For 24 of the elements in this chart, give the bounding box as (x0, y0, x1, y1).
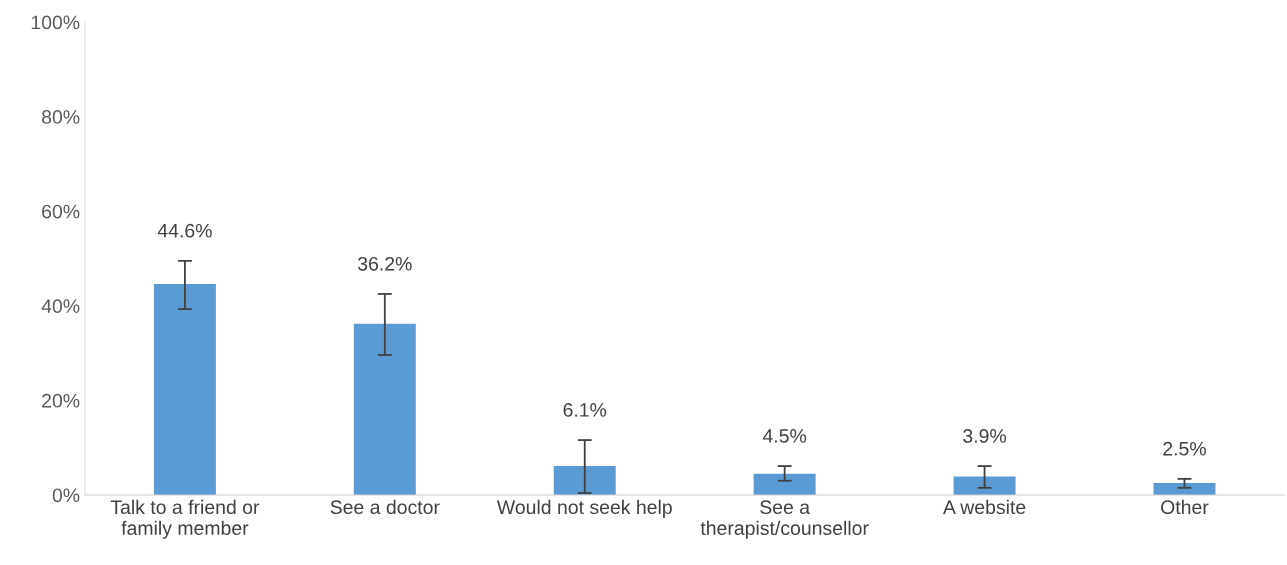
y-tick-label: 100% (31, 15, 80, 30)
data-label: 4.5% (762, 429, 807, 443)
y-tick-label: 0% (52, 488, 80, 503)
x-tick-label: Talk to a friend or family member (110, 499, 260, 539)
data-label: 36.2% (357, 256, 412, 271)
data-label: 2.5% (1163, 441, 1206, 456)
data-label: 6.1% (563, 403, 607, 417)
bar (1153, 483, 1216, 495)
bar (153, 284, 216, 495)
bar (753, 473, 816, 495)
y-tick-label: 80% (42, 110, 80, 124)
y-tick-label: 60% (42, 204, 80, 219)
x-tick-label: See a doctor (330, 499, 440, 515)
y-tick-label: 40% (41, 299, 80, 314)
bar (953, 476, 1016, 495)
data-label: 3.9% (963, 429, 1007, 443)
x-tick-label: A website (942, 499, 1026, 515)
y-tick-label: 20% (42, 393, 80, 408)
bar (553, 466, 616, 495)
x-tick-label: Other (1161, 499, 1209, 515)
x-tick-label: See a therapist/counsellor (700, 500, 869, 539)
bar (353, 323, 416, 495)
data-label: 44.6% (157, 223, 212, 238)
x-tick-label: Would not seek help (496, 499, 672, 518)
